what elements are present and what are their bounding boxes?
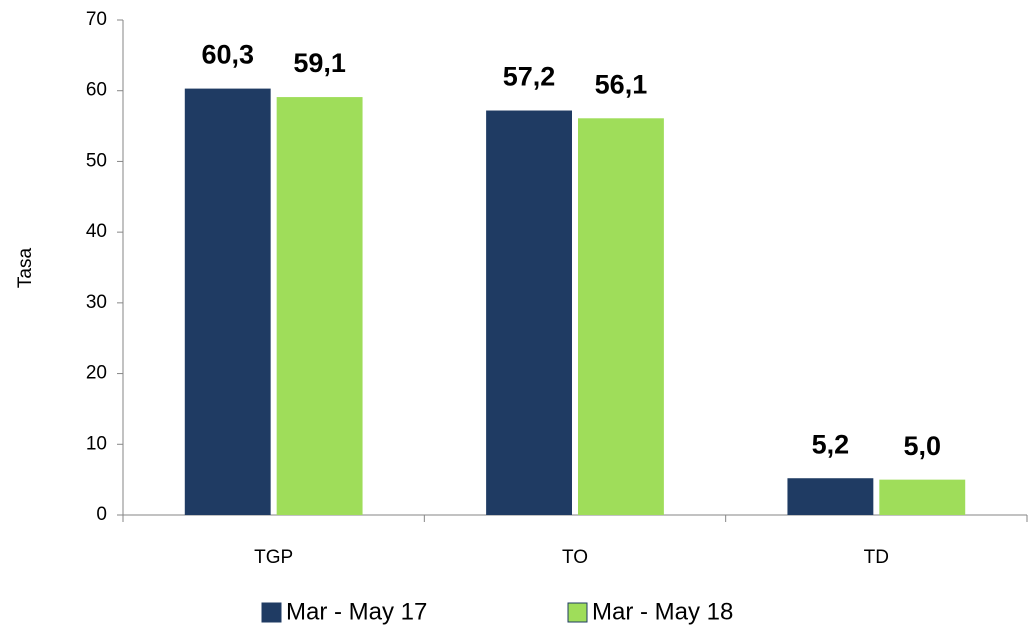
legend-label: Mar - May 18 (592, 598, 733, 625)
bar (276, 97, 363, 515)
bar (486, 110, 572, 515)
y-tick-label: 10 (86, 433, 107, 454)
legend-swatch (567, 602, 588, 623)
value-label: 60,3 (201, 40, 254, 70)
value-label: 59,1 (293, 48, 346, 78)
x-tick-label: TD (864, 547, 889, 568)
bar (578, 118, 664, 516)
x-tick-label: TO (562, 547, 588, 568)
value-label: 5,2 (812, 429, 850, 459)
y-tick-label: 50 (86, 150, 107, 171)
y-tick-label: 70 (86, 9, 107, 30)
y-tick-label: 0 (96, 504, 107, 525)
y-tick-label: 30 (86, 292, 107, 313)
y-axis-label: Tasa (15, 248, 36, 289)
y-tick-label: 60 (86, 80, 107, 101)
value-label: 56,1 (595, 69, 648, 99)
bar (879, 479, 966, 515)
value-label: 5,0 (903, 431, 941, 461)
x-tick-label: TGP (254, 547, 293, 568)
value-label: 57,2 (503, 62, 556, 92)
y-tick-label: 40 (86, 221, 107, 242)
y-tick-label: 20 (86, 363, 107, 384)
legend-swatch (261, 602, 282, 623)
bar (184, 88, 271, 515)
bar (787, 478, 874, 515)
legend-label: Mar - May 17 (286, 598, 427, 625)
